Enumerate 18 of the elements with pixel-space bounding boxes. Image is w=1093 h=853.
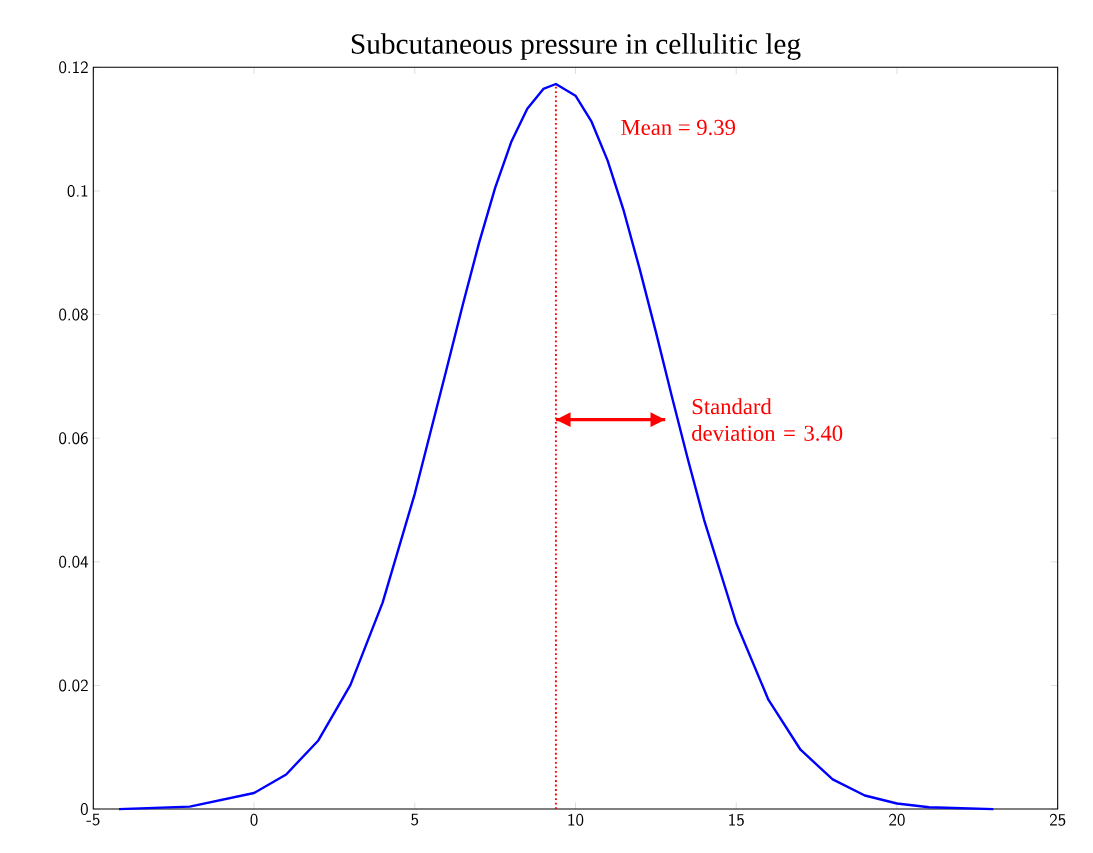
x-tick-label: 10 xyxy=(568,813,584,826)
x-tick-label: 20 xyxy=(889,813,905,826)
y-tick-label: 0.12 xyxy=(59,61,88,74)
chart-title: Subcutaneous pressure in cellulitic leg xyxy=(351,33,801,60)
x-tick-label: 25 xyxy=(1049,813,1066,826)
x-tick-label: 15 xyxy=(729,813,744,826)
y-tick-label: 0.06 xyxy=(59,432,88,445)
y-tick-label: 0.1 xyxy=(67,184,88,197)
x-tick-label: -5 xyxy=(86,813,100,826)
x-tick-label: 0 xyxy=(250,813,258,826)
y-tick-label: 0 xyxy=(80,803,88,816)
x-tick-label: 5 xyxy=(411,813,419,826)
line-series xyxy=(117,82,995,811)
y-tick-label: 0.08 xyxy=(59,308,88,321)
ref-line-label: Mean = 9.39 xyxy=(621,119,735,136)
y-tick-label: 0.04 xyxy=(59,555,89,568)
y-tick-label: 0.02 xyxy=(59,679,88,692)
annotation: Standard deviation = 3.40 xyxy=(692,398,843,441)
